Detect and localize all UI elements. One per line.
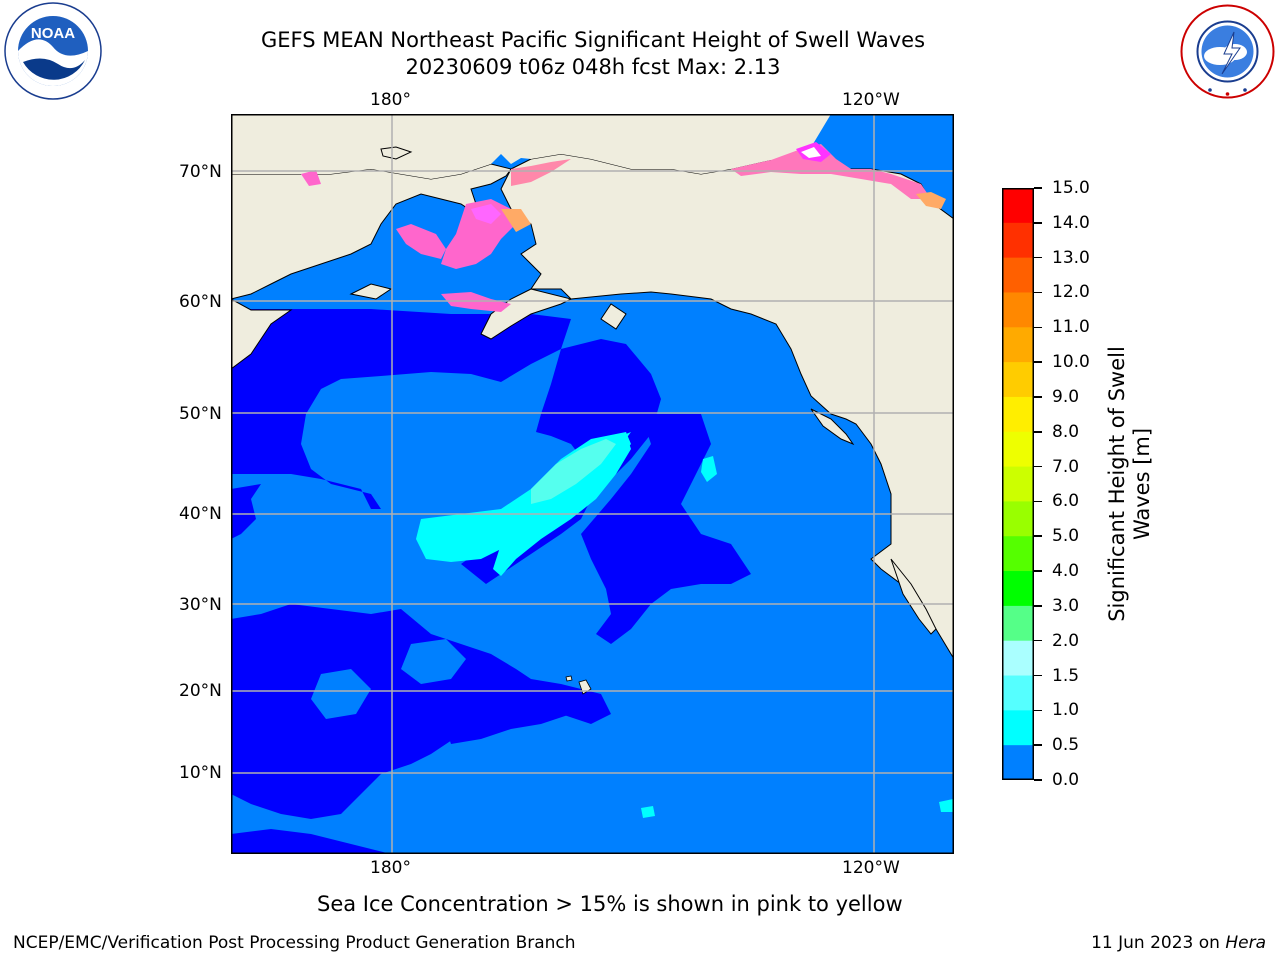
colorbar-tick-label: 8.0 [1052, 421, 1080, 442]
colorbar-tick-mark [1034, 326, 1042, 329]
colorbar-tick-mark [1034, 709, 1042, 712]
colorbar-tick-mark [1034, 570, 1042, 572]
colorbar-tick-label: 4.0 [1052, 561, 1080, 582]
footer-date: 11 Jun 2023 on Hera [1091, 933, 1266, 953]
colorbar-tick-mark [1034, 744, 1042, 746]
lat-label-60n: 60°N [179, 292, 222, 312]
map-panel [230, 113, 955, 854]
colorbar-segment [1002, 640, 1034, 677]
colorbar-segment [1002, 362, 1034, 398]
colorbar-tick-label: 1.5 [1052, 665, 1080, 686]
colorbar [1002, 188, 1034, 781]
colorbar-segment [1002, 222, 1034, 259]
noaa-logo: NOAA [3, 2, 103, 100]
chart-title: GEFS MEAN Northeast Pacific Significant … [260, 28, 926, 52]
colorbar-tick-mark [1034, 779, 1042, 781]
lat-label-20n: 20°N [179, 681, 222, 701]
colorbar-tick-mark [1034, 431, 1042, 433]
colorbar-tick-mark [1034, 674, 1042, 677]
footer-date-text: 11 Jun 2023 on [1091, 933, 1220, 953]
colorbar-tick-label: 15.0 [1052, 178, 1090, 198]
lat-label-10n: 10°N [179, 763, 222, 783]
lat-label-30n: 30°N [179, 595, 222, 615]
footer-host: Hera [1225, 933, 1266, 953]
land-areas [230, 113, 955, 695]
footer-credit: NCEP/EMC/Verification Post Processing Pr… [13, 933, 576, 953]
colorbar-tick-label: 10.0 [1052, 352, 1090, 373]
colorbar-tick-label: 0.5 [1052, 735, 1080, 756]
colorbar-tick-mark [1034, 222, 1042, 224]
colorbar-tick-label: 9.0 [1052, 386, 1080, 407]
colorbar-tick-mark [1034, 361, 1042, 363]
colorbar-segment [1002, 431, 1034, 468]
lat-label-70n: 70°N [179, 162, 222, 182]
colorbar-tick-mark [1034, 256, 1042, 259]
colorbar-segment [1002, 501, 1034, 537]
colorbar-tick-label: 5.0 [1052, 526, 1080, 547]
colorbar-segment [1002, 257, 1034, 293]
colorbar-tick-label: 6.0 [1052, 491, 1080, 512]
colorbar-tick-label: 13.0 [1052, 247, 1090, 268]
colorbar-tick-mark [1034, 500, 1042, 503]
chart-subtitle: 20230609 t06z 048h fcst Max: 2.13 [405, 55, 781, 79]
colorbar-tick-mark [1034, 396, 1042, 398]
colorbar-segment [1002, 292, 1034, 328]
colorbar-tick-label: 0.0 [1052, 770, 1080, 790]
colorbar-tick-label: 1.0 [1052, 700, 1080, 721]
colorbar-tick-label: 12.0 [1052, 282, 1090, 303]
colorbar-segment [1002, 675, 1034, 711]
colorbar-label-line1: Significant Height of Swell [1105, 346, 1129, 622]
colorbar-segment [1002, 396, 1034, 433]
lat-label-40n: 40°N [179, 504, 222, 524]
svg-text:NOAA: NOAA [31, 25, 75, 42]
colorbar-tick-mark [1034, 291, 1042, 294]
colorbar-tick-mark [1034, 605, 1042, 607]
colorbar-segment [1002, 188, 1034, 224]
colorbar-segment [1002, 605, 1034, 642]
colorbar-segment [1002, 536, 1034, 572]
colorbar-label-line2: Waves [m] [1130, 427, 1154, 541]
sea-ice-caption: Sea Ice Concentration > 15% is shown in … [317, 892, 903, 916]
colorbar-tick-mark [1034, 187, 1042, 189]
swell-high-regions [416, 432, 953, 818]
lon-label-bottom-180: 180° [370, 858, 411, 878]
lon-label-top-180: 180° [370, 90, 411, 110]
colorbar-tick-label: 2.0 [1052, 630, 1080, 651]
colorbar-svg [1002, 188, 1034, 781]
colorbar-tick-mark [1034, 465, 1042, 468]
colorbar-tick-label: 14.0 [1052, 212, 1090, 233]
colorbar-label: Significant Height of Swell Waves [m] [1105, 346, 1155, 622]
colorbar-tick-label: 3.0 [1052, 595, 1080, 616]
colorbar-tick-mark [1034, 535, 1042, 537]
lon-label-top-120w: 120°W [842, 90, 900, 110]
colorbar-segment [1002, 710, 1034, 746]
colorbar-tick-label: 11.0 [1052, 317, 1090, 338]
colorbar-tick-label: 7.0 [1052, 456, 1080, 477]
colorbar-segment [1002, 745, 1034, 781]
graticule [231, 114, 954, 854]
swell-low-regions [231, 309, 751, 854]
nws-logo [1180, 4, 1275, 99]
map-svg [230, 113, 955, 854]
lat-label-50n: 50°N [179, 404, 222, 424]
colorbar-segment [1002, 571, 1034, 607]
lon-label-bottom-120w: 120°W [842, 858, 900, 878]
colorbar-segment [1002, 466, 1034, 502]
colorbar-tick-mark [1034, 639, 1042, 642]
colorbar-segment [1002, 327, 1034, 363]
